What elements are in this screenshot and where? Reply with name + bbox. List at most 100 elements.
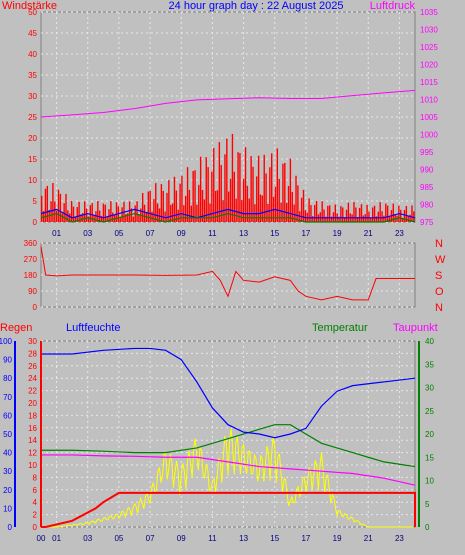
humidity-tick-label: 70 xyxy=(3,393,12,402)
climate-plot-area xyxy=(40,340,416,528)
direction-tick-label: 270 xyxy=(24,255,38,264)
pressure-tick-label: 995 xyxy=(420,148,434,157)
wind-tick-label: 50 xyxy=(28,8,37,17)
wind-bar xyxy=(87,216,90,222)
wind-x-tick-label: 15 xyxy=(270,229,279,238)
wind-bar xyxy=(233,171,236,222)
wind-series-line xyxy=(40,89,416,118)
wind-bar xyxy=(358,207,361,222)
compass-label: W xyxy=(435,254,446,266)
wind-bar xyxy=(265,173,267,222)
wind-bar xyxy=(261,195,264,222)
wind-bar xyxy=(321,201,323,222)
wind-bar xyxy=(319,212,322,222)
wind-tick-label: 5 xyxy=(33,197,38,206)
wind-axis-label: Windstärke xyxy=(2,0,57,12)
wind-bar xyxy=(334,204,336,222)
temperature-tick-label: 20 xyxy=(425,430,434,439)
wind-bar xyxy=(138,214,140,222)
wind-bar xyxy=(55,210,58,222)
wind-bar xyxy=(89,205,92,222)
wind-bar xyxy=(100,215,103,222)
temperature-tick-label: 15 xyxy=(425,453,434,462)
wind-bar xyxy=(304,210,307,222)
climate-series-line xyxy=(41,424,416,468)
wind-bar xyxy=(388,216,391,222)
wind-bar xyxy=(353,202,355,222)
wind-bar xyxy=(308,198,310,222)
wind-bar xyxy=(78,201,80,222)
wind-bar xyxy=(284,162,286,222)
wind-bar xyxy=(401,217,404,222)
wind-bar xyxy=(188,189,191,222)
wind-bar xyxy=(411,205,413,222)
wind-tick-label: 45 xyxy=(28,29,37,38)
wind-bar xyxy=(128,201,131,222)
wind-bar xyxy=(274,186,277,222)
wind-bar xyxy=(61,213,63,222)
temperature-tick-label: 0 xyxy=(425,523,430,532)
climate-series-line xyxy=(41,347,416,439)
wind-bar xyxy=(330,216,333,222)
wind-bar xyxy=(263,154,265,222)
wind-bar xyxy=(104,204,106,222)
wind-bar xyxy=(282,163,284,222)
wind-bar xyxy=(151,211,153,222)
humidity-tick-label: 60 xyxy=(3,411,12,420)
wind-bar xyxy=(332,212,335,222)
rain-tick-label: 12 xyxy=(28,449,37,458)
wind-bar xyxy=(85,208,88,222)
humidity-tick-label: 40 xyxy=(3,449,12,458)
wind-bar xyxy=(102,203,105,222)
wind-bar xyxy=(175,190,178,222)
wind-bar xyxy=(315,200,318,222)
wind-bar xyxy=(130,208,133,222)
wind-series-line xyxy=(40,212,416,223)
direction-tick-label: 360 xyxy=(24,239,38,248)
wind-bar xyxy=(278,178,280,222)
wind-bar xyxy=(179,183,181,222)
wind-bar xyxy=(242,178,245,222)
wind-bar xyxy=(244,147,247,222)
wind-bar xyxy=(248,198,250,222)
wind-bar xyxy=(125,214,127,222)
wind-bar xyxy=(241,199,243,222)
pressure-tick-label: 975 xyxy=(420,218,434,227)
wind-bar xyxy=(147,191,149,222)
wind-bar xyxy=(392,203,394,222)
wind-bar xyxy=(211,171,213,222)
wind-bar xyxy=(340,206,342,222)
wind-bar xyxy=(394,214,396,222)
rain-tick-label: 4 xyxy=(33,498,38,507)
wind-series-line xyxy=(40,208,416,219)
wind-bar xyxy=(289,158,292,222)
wind-bar xyxy=(413,211,415,222)
wind-bar xyxy=(82,213,84,222)
climate-x-tick-label: 00 xyxy=(37,534,46,543)
wind-bar xyxy=(342,207,344,222)
wind-bar xyxy=(41,195,43,222)
chart-title: 24 hour graph day : 22 August 2025 xyxy=(169,0,344,12)
wind-x-tick-label: 09 xyxy=(177,229,186,238)
wind-bar xyxy=(141,192,144,222)
humidity-tick-label: 10 xyxy=(3,504,12,513)
rain-tick-label: 30 xyxy=(28,337,37,346)
wind-bar xyxy=(276,148,279,222)
temperature-axis-label: Temperatur xyxy=(312,322,368,334)
wind-bar xyxy=(108,209,110,222)
wind-bar xyxy=(246,185,249,222)
wind-bar xyxy=(224,154,226,222)
climate-x-tick-label: 15 xyxy=(270,534,279,543)
wind-bar xyxy=(106,216,108,222)
wind-bar xyxy=(259,194,262,222)
temperature-tick-label: 5 xyxy=(425,500,430,509)
wind-bar xyxy=(184,195,187,222)
wind-bar xyxy=(158,208,161,222)
wind-bar xyxy=(156,203,159,222)
pressure-tick-label: 1015 xyxy=(420,78,438,87)
wind-bar xyxy=(287,185,290,222)
humidity-axis-label: Luftfeuchte xyxy=(66,322,120,334)
wind-bar xyxy=(70,200,73,222)
wind-bars xyxy=(41,133,415,222)
